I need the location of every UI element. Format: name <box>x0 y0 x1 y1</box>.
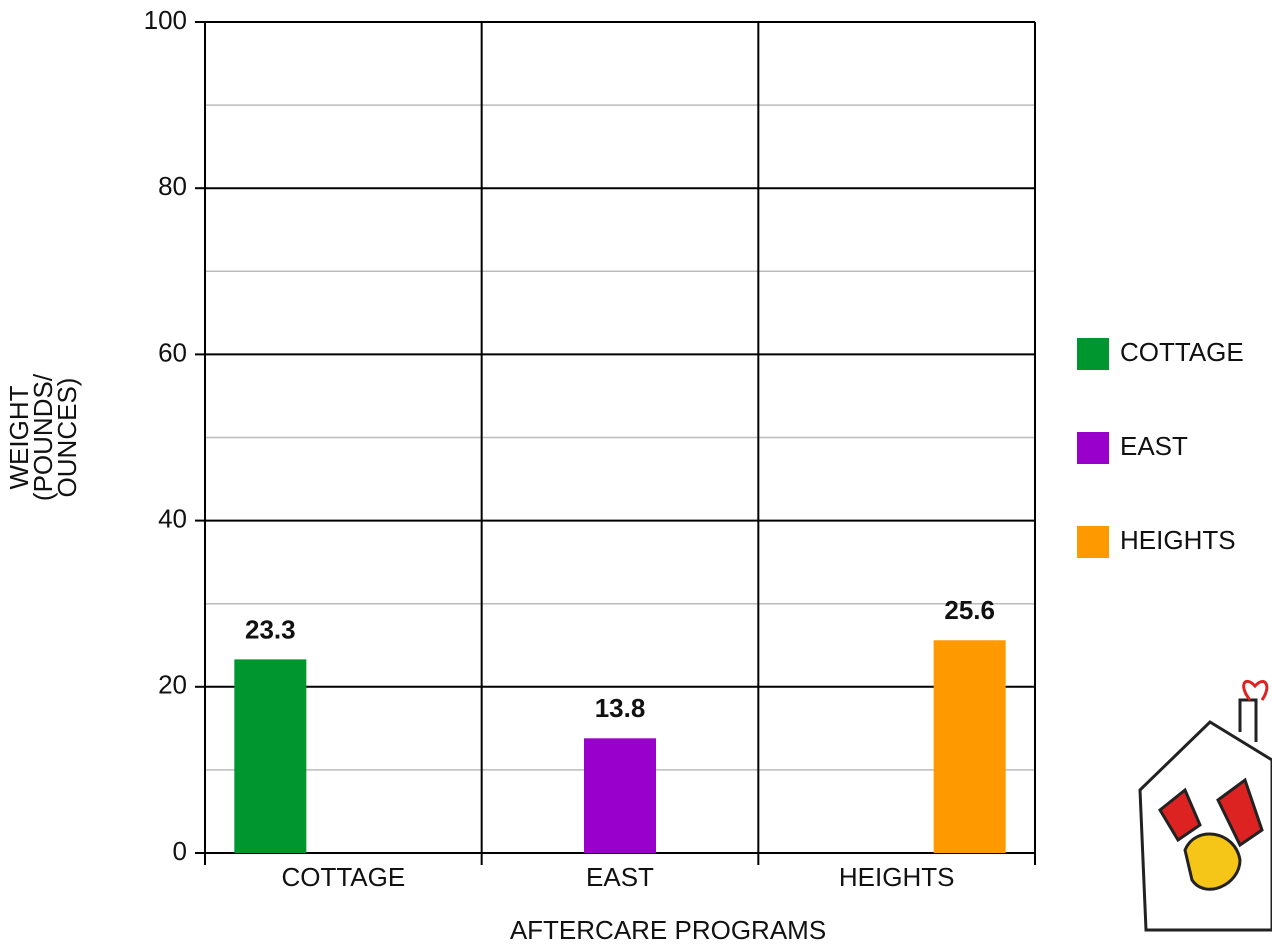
x-tick-label: COTTAGE <box>281 862 405 892</box>
y-tick-label: 80 <box>158 171 187 201</box>
bar <box>234 659 307 853</box>
x-axis-label: AFTERCARE PROGRAMS <box>510 915 826 945</box>
legend-label: HEIGHTS <box>1120 525 1236 555</box>
value-label: 25.6 <box>944 595 995 625</box>
y-tick-label: 0 <box>173 836 187 866</box>
bar <box>584 738 656 853</box>
y-axis-label: WEIGHT(POUNDS/OUNCES) <box>4 373 82 501</box>
y-tick-label: 20 <box>158 670 187 700</box>
bar <box>933 640 1006 853</box>
value-label: 13.8 <box>595 693 646 723</box>
y-axis-label-line: WEIGHT <box>4 385 34 489</box>
value-label: 23.3 <box>245 614 296 644</box>
y-tick-label: 60 <box>158 337 187 367</box>
y-tick-label: 40 <box>158 503 187 533</box>
legend-swatch <box>1077 432 1109 464</box>
legend-label: EAST <box>1120 431 1188 461</box>
x-tick-label: EAST <box>586 862 654 892</box>
x-tick-label: HEIGHTS <box>839 862 955 892</box>
legend-label: COTTAGE <box>1120 337 1244 367</box>
legend-swatch <box>1077 338 1109 370</box>
y-tick-label: 100 <box>144 5 187 35</box>
legend-swatch <box>1077 526 1109 558</box>
y-axis-label-line: OUNCES) <box>52 378 82 498</box>
y-axis-label-line: (POUNDS/ <box>28 373 58 501</box>
logo <box>1138 679 1272 932</box>
